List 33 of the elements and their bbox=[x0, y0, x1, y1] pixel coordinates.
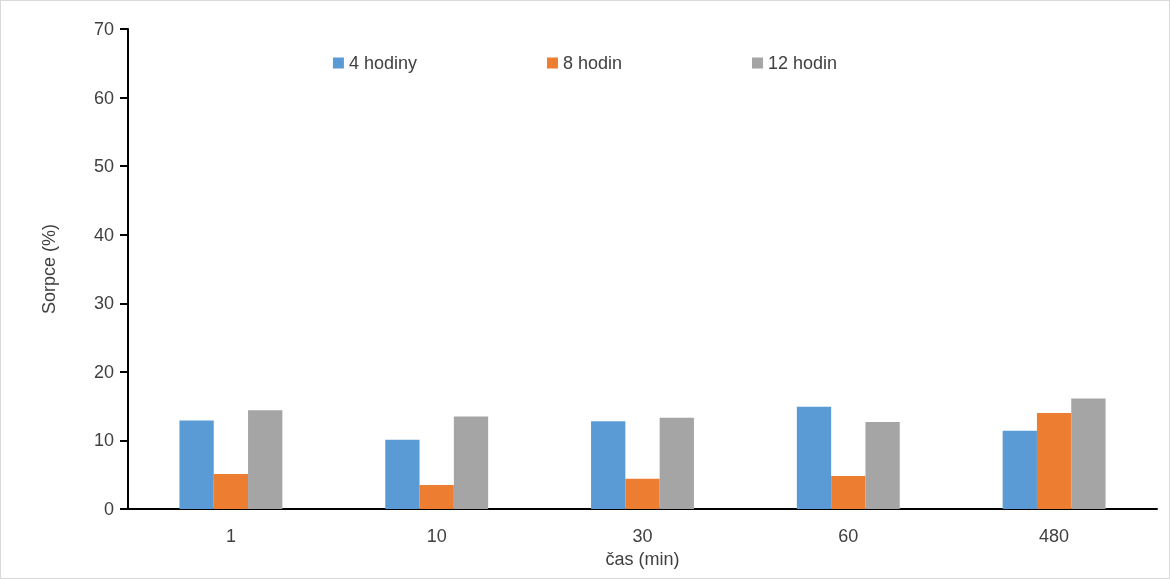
x-tick-label: 480 bbox=[1039, 526, 1070, 546]
bar bbox=[591, 421, 626, 509]
bar bbox=[419, 485, 454, 509]
x-axis-title: čas (min) bbox=[605, 548, 680, 569]
y-tick-label: 60 bbox=[93, 87, 114, 108]
bar bbox=[1071, 398, 1106, 509]
bar bbox=[1002, 430, 1037, 509]
bar bbox=[385, 439, 420, 509]
bar bbox=[179, 420, 214, 509]
bar bbox=[213, 474, 249, 509]
y-tick-label: 10 bbox=[93, 430, 114, 451]
x-tick-label: 1 bbox=[225, 526, 236, 546]
y-tick-label: 70 bbox=[93, 19, 114, 39]
legend-label: 12 hodin bbox=[768, 53, 838, 73]
y-axis-title: Sorpce (%) bbox=[39, 223, 59, 315]
y-tick-label: 30 bbox=[93, 293, 114, 314]
bar bbox=[453, 416, 489, 509]
y-tick-label: 40 bbox=[93, 224, 114, 245]
legend-label: 4 hodiny bbox=[348, 53, 417, 73]
legend-label: 8 hodin bbox=[562, 53, 623, 73]
x-tick-label: 30 bbox=[632, 526, 653, 546]
bar bbox=[625, 478, 660, 509]
bar bbox=[831, 476, 866, 509]
bar bbox=[796, 406, 832, 509]
y-tick-label: 50 bbox=[93, 156, 114, 177]
bar bbox=[248, 410, 283, 509]
bar bbox=[865, 421, 900, 509]
y-tick-label: 20 bbox=[93, 361, 114, 382]
x-tick-label: 60 bbox=[838, 526, 859, 546]
y-tick-label: 0 bbox=[103, 499, 114, 519]
bar bbox=[1036, 413, 1072, 509]
bar bbox=[659, 417, 694, 509]
x-tick-label: 10 bbox=[426, 526, 447, 546]
